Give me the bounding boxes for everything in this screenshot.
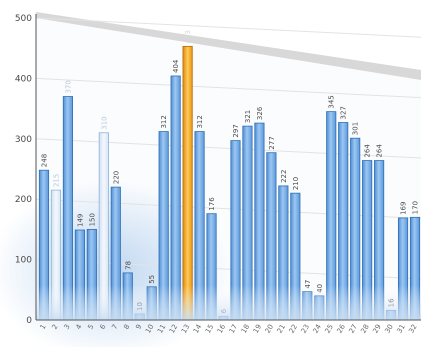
bar-value-label: 297 — [232, 124, 240, 137]
x-tick-label: 31 — [395, 323, 406, 335]
bar-value-label: 345 — [328, 95, 336, 108]
bar-value-label: 312 — [160, 115, 168, 128]
x-tick-label: 12 — [168, 323, 179, 335]
bar-value-label: 220 — [112, 171, 120, 184]
bar-value-label: 404 — [172, 59, 180, 73]
x-tick-label: 9 — [134, 323, 143, 331]
bar-value-label: 264 — [364, 144, 372, 158]
y-tick-label: 300 — [15, 135, 32, 145]
bar-value-label: 327 — [340, 106, 348, 119]
x-tick-label: 32 — [407, 323, 418, 335]
bar-value-label: 370 — [64, 80, 72, 93]
x-tick-label: 11 — [156, 323, 167, 335]
bar-value-label: 215 — [52, 174, 60, 187]
bar-value-label: 169 — [400, 202, 408, 215]
x-tick-label: 6 — [98, 323, 107, 331]
bar-value-label: 55 — [148, 275, 156, 284]
x-tick-label: 24 — [312, 323, 324, 335]
bar-value-label: 264 — [376, 144, 384, 158]
gridline — [35, 17, 421, 38]
x-tick-label: 22 — [288, 323, 299, 335]
bar — [170, 75, 181, 321]
bar-value-label: 78 — [124, 261, 132, 270]
y-tick-label: 500 — [15, 14, 32, 24]
x-tick-label: 14 — [192, 323, 204, 335]
x-tick-label: 8 — [122, 323, 131, 331]
x-tick-label: 7 — [110, 323, 119, 331]
bar-value-label: 301 — [352, 122, 360, 135]
x-tick-label: 13 — [180, 323, 191, 335]
x-tick-label: 10 — [144, 323, 155, 335]
y-axis: 0 100 200 300 400 500 — [15, 14, 32, 326]
x-tick-label: 2 — [51, 323, 60, 331]
x-tick-label: 1 — [39, 323, 48, 331]
y-tick-label: 400 — [15, 74, 32, 84]
bar-value-label: 326 — [256, 106, 264, 120]
x-tick-label: 20 — [264, 323, 275, 335]
bar-highlighted — [182, 45, 193, 321]
x-tick-label: 16 — [216, 323, 228, 335]
gridline — [35, 77, 421, 99]
bar-value-label: 176 — [208, 197, 216, 211]
bar-value-label: 453 — [184, 30, 192, 43]
x-tick-label: 29 — [371, 323, 382, 335]
x-tick-label: 19 — [252, 323, 263, 335]
bar-value-label: 47 — [304, 280, 312, 289]
bar-value-label: 310 — [100, 116, 108, 129]
x-tick-label: 26 — [336, 323, 348, 335]
x-tick-label: 5 — [86, 323, 95, 331]
x-tick-label: 3 — [62, 323, 71, 331]
y-tick-label: 100 — [15, 256, 32, 266]
x-tick-label: 18 — [240, 323, 251, 335]
x-tick-label: 23 — [300, 323, 311, 335]
x-tick-label: 15 — [204, 323, 215, 335]
x-tick-label: 25 — [324, 323, 335, 335]
bar-value-label: 170 — [412, 201, 420, 214]
bar-value-label: 222 — [280, 170, 288, 183]
bar-value-label: 321 — [244, 110, 252, 123]
y-tick-label: 0 — [26, 316, 32, 326]
bar-value-label: 150 — [88, 213, 96, 226]
bar-value-label: 277 — [268, 136, 276, 149]
y-tick-label: 200 — [15, 195, 32, 205]
floor-reflection — [36, 285, 421, 320]
x-tick-label: 27 — [348, 323, 359, 335]
bar-value-label: 248 — [40, 154, 48, 167]
x-axis: 1 2 3 4 5 6 7 8 9 10 11 12 13 14 15 16 17 18 19 20 21 22 23 24 2… — [39, 323, 419, 335]
x-tick-label: 17 — [228, 323, 239, 335]
bar-value-label: 312 — [196, 115, 204, 128]
x-tick-label: 30 — [383, 323, 394, 335]
x-tick-label: 28 — [359, 323, 370, 335]
x-tick-label: 4 — [74, 323, 83, 331]
bar-value-label: 149 — [76, 214, 84, 227]
bar-value-label: 210 — [292, 177, 300, 190]
x-tick-label: 21 — [276, 323, 287, 335]
plot-top-edge — [36, 12, 421, 80]
